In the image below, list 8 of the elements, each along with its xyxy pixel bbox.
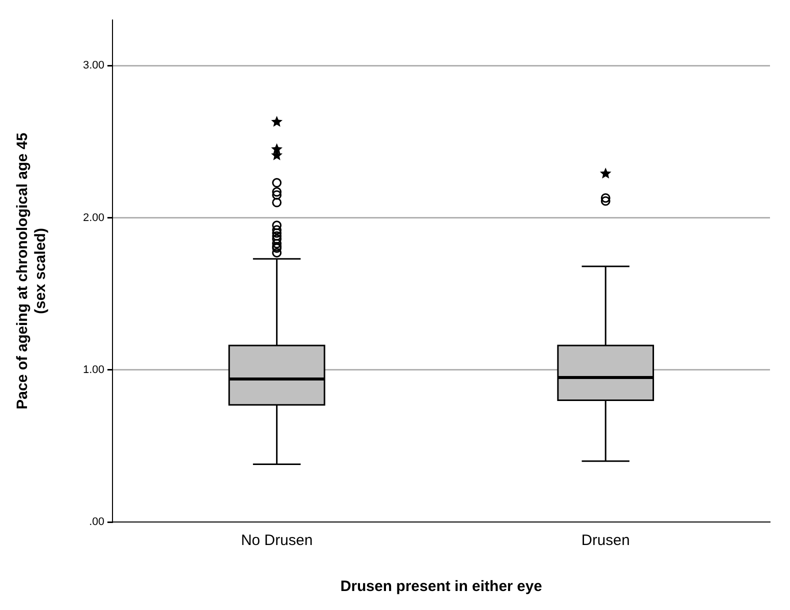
y-tick-label: 2.00 [82, 212, 104, 224]
y-tick-label: 1.00 [82, 364, 104, 376]
y-tick-label: 3.00 [82, 60, 104, 72]
x-axis-title: Drusen present in either eye [340, 578, 542, 596]
x-tick-label: Drusen [581, 532, 630, 550]
y-axis-title: Pace of ageing at chronological age 45 (sex scaled) [14, 132, 50, 410]
y-tick-label: .00 [89, 516, 104, 528]
x-tick-label: No Drusen [240, 532, 313, 550]
